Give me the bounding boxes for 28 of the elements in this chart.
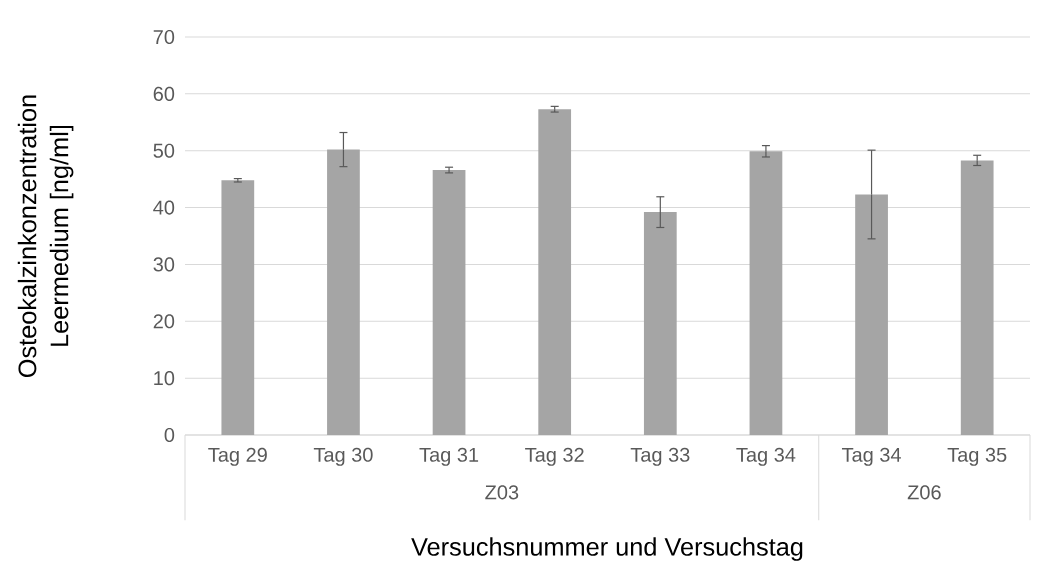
- y-tick-label: 50: [153, 143, 175, 158]
- y-tick-label: 40: [153, 200, 175, 215]
- x-tick-label: Tag 33: [630, 447, 690, 466]
- bar: [327, 149, 360, 435]
- x-axis-title: Versuchsnummer und Versuchstag: [411, 537, 803, 561]
- y-tick-label: 20: [153, 314, 175, 329]
- bar: [855, 194, 888, 435]
- x-tick-label: Tag 34: [736, 447, 796, 466]
- bar: [643, 212, 677, 435]
- y-tick-label: 60: [153, 86, 175, 101]
- bar: [432, 170, 466, 435]
- bar: [960, 160, 994, 435]
- bar: [749, 151, 783, 435]
- x-tick-label: Tag 29: [208, 447, 267, 466]
- bar: [221, 180, 255, 435]
- y-tick-label: 30: [153, 257, 175, 272]
- y-tick-label: 0: [164, 427, 175, 443]
- x-tick-label: Tag 35: [947, 447, 1007, 466]
- x-tick-label: Tag 31: [419, 447, 479, 466]
- x-tick-label: Tag 30: [313, 447, 373, 466]
- bar: [538, 109, 572, 435]
- text: Z03: [485, 485, 519, 500]
- text: Z06: [907, 485, 941, 500]
- x-tick-label: Tag 32: [525, 447, 584, 466]
- x-tick-label: Tag 34: [841, 447, 901, 466]
- y-axis-title: Osteokalzinkonzentration Leermedium [ng/ml]: [17, 95, 74, 378]
- y-tick-label: 70: [153, 29, 175, 45]
- y-tick-label: 10: [154, 371, 175, 386]
